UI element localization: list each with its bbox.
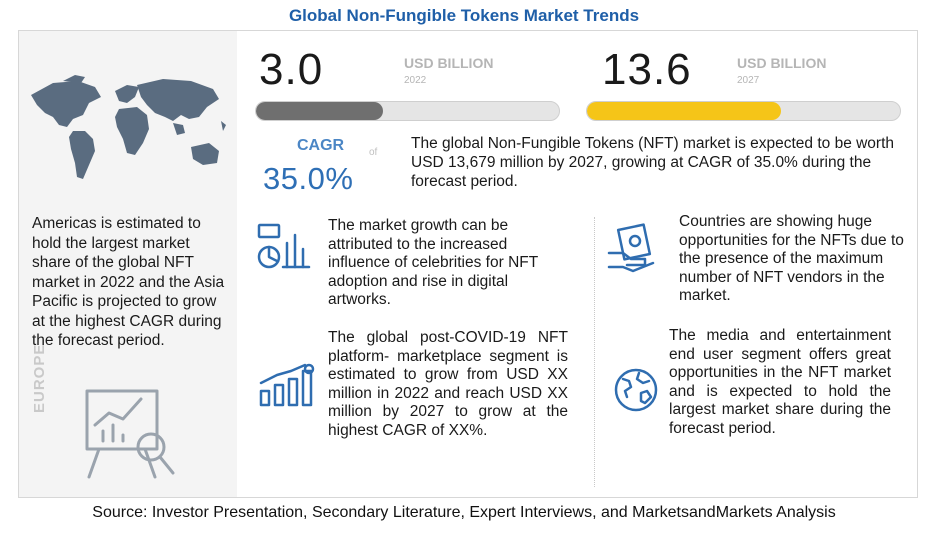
- left-column: Americas is estimated to hold the larges…: [19, 31, 237, 497]
- value-2027: 13.6: [602, 45, 692, 94]
- infographic-panel: Americas is estimated to hold the larges…: [18, 30, 918, 498]
- unit-2027: USD BILLION: [737, 55, 827, 71]
- bar-2027: [586, 101, 901, 121]
- cagr-label: CAGR: [297, 137, 345, 154]
- unit-2022: USD BILLION: [404, 55, 494, 71]
- cash-hand-icon: [607, 223, 655, 273]
- insight-marketplace: The global post-COVID-19 NFT platform- m…: [328, 329, 568, 439]
- europe-watermark: EUROPE: [31, 343, 48, 413]
- column-divider: [594, 217, 595, 487]
- year-2022: 2022: [404, 75, 427, 86]
- analytics-icon: [257, 223, 311, 269]
- growth-chart-icon: [259, 363, 315, 407]
- cagr-value: 35.0%: [263, 161, 354, 196]
- insight-countries: Countries are showing huge opportunities…: [679, 213, 904, 304]
- bar-2022: [255, 101, 560, 121]
- globe-icon: [614, 368, 658, 412]
- cagr-of: of: [369, 147, 378, 158]
- bar-2027-fill: [587, 102, 782, 120]
- bar-2022-fill: [256, 102, 384, 120]
- insight-media-entertainment: The media and entertainment end user seg…: [669, 327, 891, 437]
- americas-note: Americas is estimated to hold the larges…: [32, 215, 225, 349]
- insight-celebrities: The market growth can be attributed to t…: [328, 217, 538, 308]
- value-2022: 3.0: [259, 45, 324, 94]
- year-2027: 2027: [737, 75, 760, 86]
- source-note: Source: Investor Presentation, Secondary…: [92, 504, 836, 521]
- world-map-icon: [31, 75, 226, 179]
- page-title: Global Non-Fungible Tokens Market Trends: [288, 6, 640, 25]
- presentation-board-icon: [85, 389, 175, 479]
- market-summary: The global Non-Fungible Tokens (NFT) mar…: [411, 135, 895, 190]
